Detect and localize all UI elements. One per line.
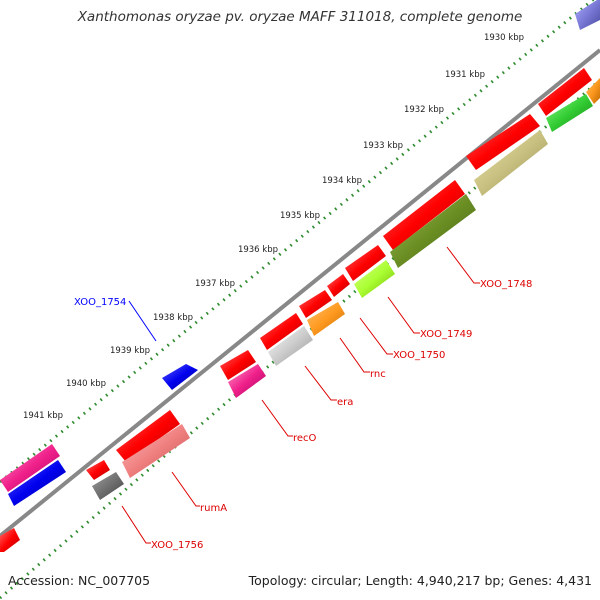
callout-line [387, 296, 420, 334]
gene-label-rumA: rumA [200, 503, 227, 514]
genome-backbone [0, 48, 600, 538]
gene-forward[interactable] [299, 290, 332, 318]
gene-forward[interactable] [116, 410, 180, 462]
gene-forward[interactable] [383, 180, 465, 250]
gene-label-xoo-1748: XOO_1748 [480, 279, 532, 290]
scale-label: 1930 kbp [484, 33, 524, 43]
gene-label-xoo-1754: XOO_1754 [74, 297, 126, 308]
callout-line [171, 471, 200, 507]
gene-xoo-1756[interactable] [92, 472, 124, 500]
gene-label-xoo-1750: XOO_1750 [393, 350, 445, 361]
scale-label: 1938 kbp [153, 313, 193, 323]
scale-label: 1939 kbp [110, 346, 150, 356]
callout-line [304, 365, 337, 401]
gene-xoo-1749[interactable] [354, 260, 395, 298]
gene-label-recO: recO [293, 433, 317, 444]
gene-forward[interactable] [538, 68, 592, 116]
gene-reverse-green[interactable] [546, 94, 593, 132]
gene-xoo-1754[interactable] [162, 364, 198, 390]
callout-line [121, 505, 151, 544]
scale-label: 1935 kbp [280, 211, 320, 221]
callout-line [339, 337, 370, 373]
scale-label: 1937 kbp [195, 279, 235, 289]
gene-forward[interactable] [86, 460, 110, 480]
gene-label-rnc: rnc [370, 369, 386, 380]
gene-rnc[interactable] [268, 326, 313, 366]
gene-forward-pink[interactable] [0, 444, 60, 492]
outer-scale-ticks [0, 0, 596, 484]
scale-label: 1936 kbp [238, 245, 278, 255]
gene-reverse-blue[interactable] [8, 460, 66, 506]
gene-label-era: era [337, 397, 353, 408]
callout-line [359, 317, 393, 355]
gene-reverse[interactable] [0, 528, 20, 552]
callout-line [128, 300, 157, 342]
gene-label-xoo-1749: XOO_1749 [420, 329, 472, 340]
gene-rumA[interactable] [122, 424, 190, 478]
gene-label-xoo-1756: XOO_1756 [151, 540, 203, 551]
gene-xoo-1748[interactable] [390, 194, 476, 268]
scale-label: 1933 kbp [363, 141, 403, 151]
gene-forward[interactable] [220, 350, 256, 380]
callout-line [261, 399, 293, 437]
genome-summary: Topology: circular; Length: 4,940,217 bp… [248, 573, 592, 588]
gene-forward[interactable] [466, 114, 540, 170]
gene-reverse-khaki[interactable] [474, 130, 548, 196]
gene-forward-violet[interactable] [575, 0, 600, 30]
accession-text: Accession: NC_007705 [8, 573, 151, 588]
gene-recO[interactable] [228, 364, 266, 398]
scale-label: 1941 kbp [23, 411, 63, 421]
scale-label: 1931 kbp [445, 70, 485, 80]
scale-label: 1940 kbp [66, 379, 106, 389]
page-title: Xanthomonas oryzae pv. oryzae MAFF 31101… [77, 9, 523, 25]
scale-label: 1932 kbp [404, 105, 444, 115]
gene-forward[interactable] [260, 313, 303, 350]
callout-line [446, 246, 480, 284]
gene-xoo-1750[interactable] [307, 302, 345, 336]
gene-forward[interactable] [345, 245, 386, 281]
scale-label: 1934 kbp [322, 176, 362, 186]
gene-forward[interactable] [327, 274, 350, 297]
gene-reverse-orange[interactable] [586, 78, 600, 104]
